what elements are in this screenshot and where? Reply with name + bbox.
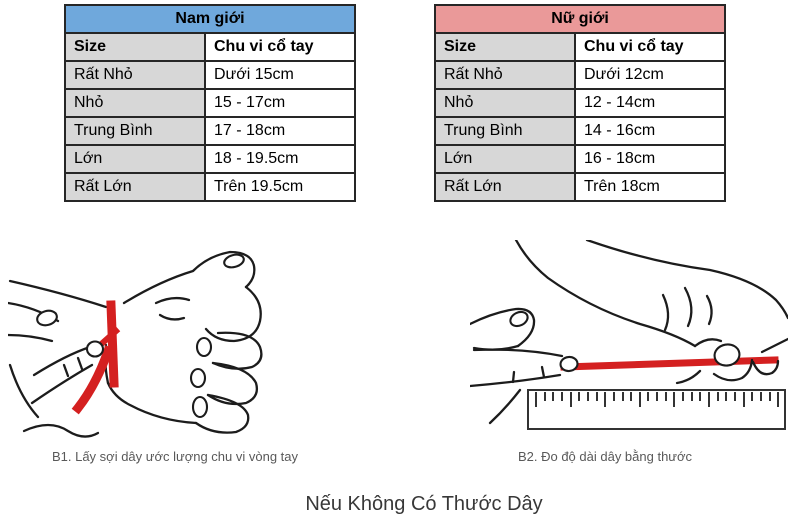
- red-string-icon: [560, 356, 779, 371]
- women-column-header-size: Size: [436, 34, 576, 60]
- thumb-nail: [223, 253, 245, 269]
- table-row: Trung Bình 14 - 16cm: [436, 118, 724, 146]
- fist-with-string-around-wrist-illustration: [8, 250, 263, 438]
- left-thumb-nail: [509, 310, 529, 328]
- figure-b2: [470, 240, 788, 440]
- size-cell: Trung Bình: [66, 118, 206, 144]
- men-size-table: Nam giới Size Chu vi cổ tay Rất Nhỏ Dưới…: [64, 4, 356, 202]
- table-row: Lớn 16 - 18cm: [436, 146, 724, 174]
- hands-measuring-string-with-ruler-illustration: [470, 240, 788, 430]
- figure-b1-caption: B1. Lấy sợi dây ước lượng chu vi vòng ta…: [51, 449, 299, 464]
- size-cell: Rất Lớn: [436, 174, 576, 200]
- range-cell: Trên 18cm: [576, 174, 724, 200]
- women-header-row: Size Chu vi cổ tay: [436, 34, 724, 62]
- men-header-row: Size Chu vi cổ tay: [66, 34, 354, 62]
- right-hand-icon: [514, 240, 788, 385]
- fist-icon: [104, 250, 263, 434]
- table-row: Trung Bình 17 - 18cm: [66, 118, 354, 146]
- table-row: Rất Lớn Trên 18cm: [436, 174, 724, 200]
- size-cell: Rất Nhỏ: [436, 62, 576, 88]
- size-cell: Lớn: [436, 146, 576, 172]
- figure-b1: [8, 245, 270, 445]
- pressing-finger-nail: [85, 340, 105, 358]
- bottom-title: Nếu Không Có Thước Dây: [305, 493, 543, 515]
- size-cell: Nhỏ: [66, 90, 206, 116]
- left-finger-nail: [559, 355, 579, 373]
- table-row: Nhỏ 15 - 17cm: [66, 90, 354, 118]
- table-row: Lớn 18 - 19.5cm: [66, 146, 354, 174]
- size-cell: Nhỏ: [436, 90, 576, 116]
- range-cell: 12 - 14cm: [576, 90, 724, 116]
- range-cell: 16 - 18cm: [576, 146, 724, 172]
- women-column-header-wrist: Chu vi cổ tay: [576, 34, 724, 60]
- women-table-title: Nữ giới: [436, 6, 724, 34]
- range-cell: Dưới 15cm: [206, 62, 354, 88]
- size-cell: Rất Nhỏ: [66, 62, 206, 88]
- men-table-title: Nam giới: [66, 6, 354, 34]
- range-cell: Dưới 12cm: [576, 62, 724, 88]
- table-row: Rất Lớn Trên 19.5cm: [66, 174, 354, 200]
- forearm-line: [8, 279, 108, 309]
- range-cell: Trên 19.5cm: [206, 174, 354, 200]
- table-row: Rất Nhỏ Dưới 15cm: [66, 62, 354, 90]
- men-column-header-size: Size: [66, 34, 206, 60]
- range-cell: 17 - 18cm: [206, 118, 354, 144]
- size-cell: Trung Bình: [436, 118, 576, 144]
- ruler-icon: [527, 389, 786, 430]
- holding-hand-icon: [8, 301, 105, 438]
- range-cell: 14 - 16cm: [576, 118, 724, 144]
- men-column-header-wrist: Chu vi cổ tay: [206, 34, 354, 60]
- range-cell: 18 - 19.5cm: [206, 146, 354, 172]
- women-size-table: Nữ giới Size Chu vi cổ tay Rất Nhỏ Dưới …: [434, 4, 726, 202]
- table-row: Rất Nhỏ Dưới 12cm: [436, 62, 724, 90]
- left-hand-icon: [470, 307, 579, 425]
- holding-thumb-nail: [36, 309, 58, 327]
- size-cell: Rất Lớn: [66, 174, 206, 200]
- size-cell: Lớn: [66, 146, 206, 172]
- table-row: Nhỏ 12 - 14cm: [436, 90, 724, 118]
- right-thumb-nail: [713, 343, 741, 367]
- range-cell: 15 - 17cm: [206, 90, 354, 116]
- figure-b2-caption: B2. Đo độ dài dây bằng thước: [517, 449, 693, 464]
